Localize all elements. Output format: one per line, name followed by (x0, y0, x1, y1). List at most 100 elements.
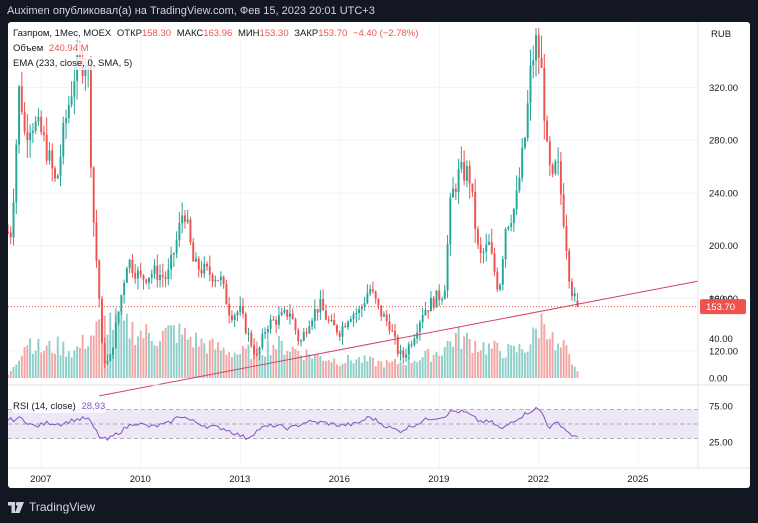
volume-bar (335, 364, 338, 378)
candle-body (189, 219, 192, 243)
candle-body (471, 183, 474, 192)
volume-bar (175, 342, 178, 378)
candle-body (266, 328, 269, 333)
candle-body (247, 332, 250, 334)
candle-body (150, 274, 153, 278)
candle-body (192, 242, 195, 262)
price-tick-label: 200.00 (709, 241, 738, 252)
candle-body (391, 330, 394, 332)
candle-body (565, 226, 568, 251)
rsi-label[interactable]: RSI (14, close) (13, 401, 76, 412)
volume-bar (300, 355, 302, 378)
support-trendline[interactable] (99, 280, 699, 397)
time-tick-label: 2019 (428, 474, 449, 485)
volume-bar (172, 325, 175, 378)
candle-body (8, 232, 9, 234)
ema-label[interactable]: EMA (233, close, 0, SMA, 5) (13, 58, 133, 69)
volume-bar (70, 357, 73, 378)
volume-bar (313, 354, 316, 378)
candle-body (366, 293, 369, 304)
low-label: МИН (237, 28, 260, 39)
candle-body (371, 289, 374, 292)
candle-body (476, 229, 479, 245)
candle-body (308, 326, 311, 334)
volume-bar (446, 340, 449, 378)
volume-bar (203, 343, 206, 378)
volume-bar (399, 361, 402, 378)
close-value: 153.70 (318, 28, 348, 39)
candle-body (9, 232, 12, 238)
volume-bar (159, 341, 162, 378)
volume-bar (302, 359, 305, 378)
volume-bar (347, 354, 349, 378)
candle-body (374, 291, 377, 299)
volume-bar (371, 357, 374, 378)
volume-bar (87, 346, 90, 378)
rsi-tick-label: 25.00 (709, 438, 733, 449)
volume-label[interactable]: Объем (13, 43, 44, 54)
candle-body (300, 340, 302, 342)
volume-bar (435, 351, 438, 378)
volume-bar (493, 340, 496, 378)
candle-body (394, 330, 396, 337)
volume-bar (557, 343, 560, 378)
candle-body (454, 188, 457, 193)
volume-bar (548, 338, 551, 378)
volume-bar (454, 332, 457, 378)
candle-body (344, 326, 347, 328)
tradingview-brand[interactable]: TradingView (29, 500, 96, 514)
volume-bar (255, 341, 258, 378)
candle-body (172, 253, 175, 255)
chart-canvas[interactable]: RUB320.00280.00240.00200.00160.00120.008… (8, 22, 750, 488)
candle-body (510, 223, 513, 227)
ema-legend: EMA (233, close, 0, SMA, 5) (13, 57, 133, 70)
candle-body (418, 322, 421, 333)
candle-body (65, 118, 68, 123)
volume-bar (101, 315, 103, 378)
candle-body (211, 274, 214, 282)
volume-bar (338, 366, 341, 378)
volume-bar (95, 321, 98, 378)
volume-bar (228, 352, 231, 378)
volume-bar (294, 349, 297, 378)
volume-bar (405, 365, 408, 378)
candle-body (208, 266, 211, 275)
volume-bar (327, 360, 330, 378)
candle-body (197, 258, 200, 270)
volume-bar (421, 357, 424, 378)
volume-bar (537, 338, 540, 378)
candle-body (515, 190, 518, 210)
candle-body (286, 309, 289, 317)
volume-bar (272, 344, 275, 378)
volume-bar (192, 347, 195, 378)
publication-text: Auximen опубликовал(а) на TradingView.co… (7, 5, 375, 17)
volume-bar (526, 351, 529, 378)
volume-bar (402, 364, 405, 378)
volume-bar (479, 350, 482, 378)
candle-body (230, 315, 233, 321)
symbol-legend: Газпром, 1Мес, MOEX ОТКР158.30 МАКС163.9… (13, 27, 419, 40)
candle-body (512, 209, 515, 224)
volume-bar (214, 349, 217, 378)
volume-bar (183, 328, 186, 378)
volume-bar (258, 354, 261, 378)
candle-body (236, 312, 239, 316)
candle-body (335, 325, 338, 333)
candle-body (84, 66, 87, 76)
time-tick-label: 2013 (229, 474, 250, 485)
volume-bar (12, 366, 15, 378)
rsi-value: 28.93 (81, 401, 106, 412)
candle-body (178, 223, 181, 241)
candle-body (435, 290, 438, 308)
candle-body (117, 311, 120, 324)
candle-body (463, 162, 466, 181)
candle-body (488, 242, 490, 245)
candle-body (183, 215, 186, 222)
candle-body (460, 162, 463, 169)
candle-body (537, 35, 540, 58)
volume-bar (523, 352, 526, 378)
candle-body (73, 81, 76, 97)
candle-body (490, 242, 493, 254)
candle-body (352, 314, 355, 320)
symbol-name[interactable]: Газпром, 1Мес, MOEX (13, 28, 112, 39)
